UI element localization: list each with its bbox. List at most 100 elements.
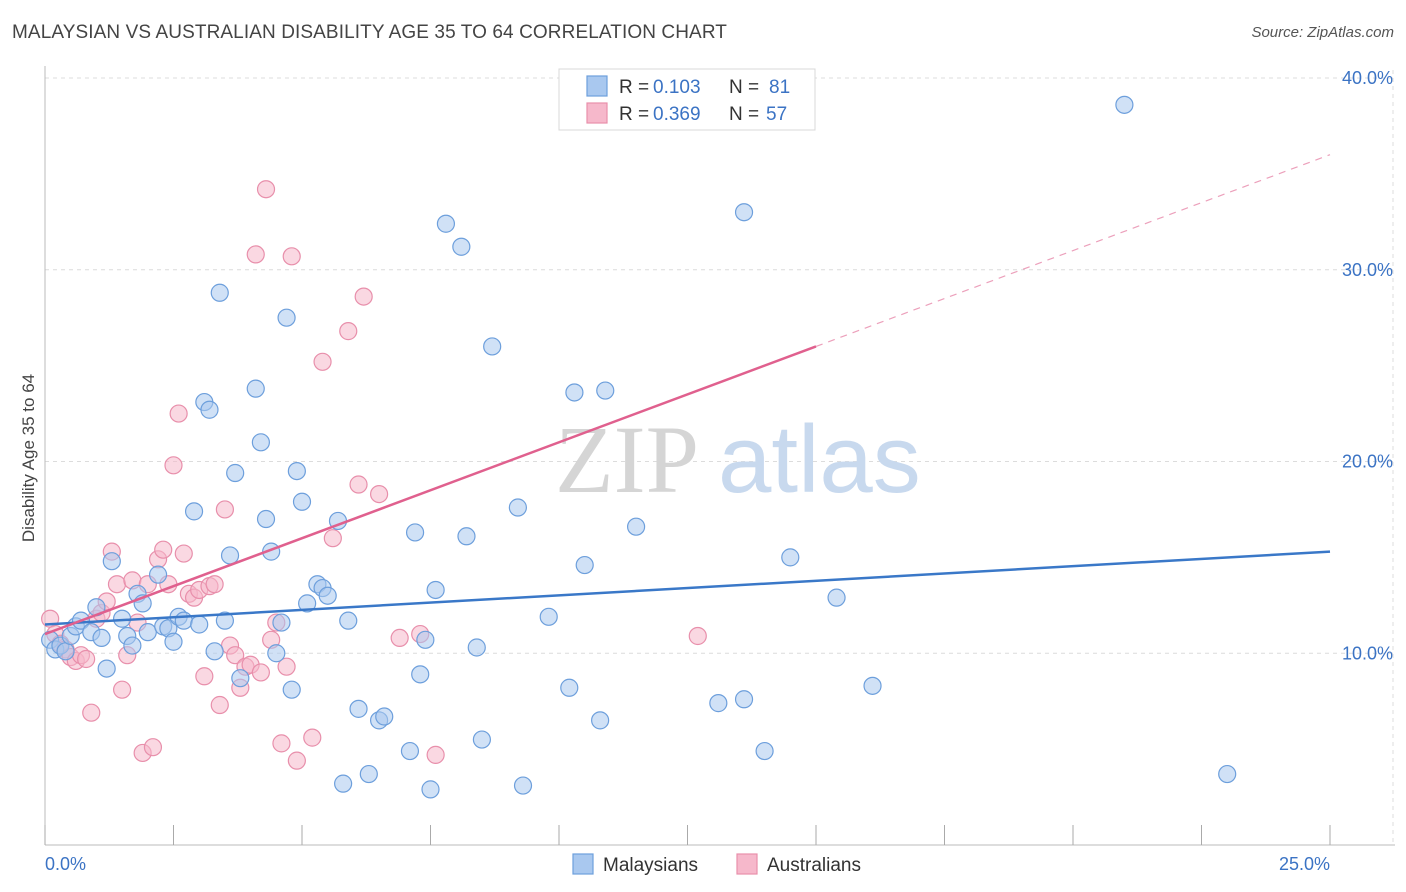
malaysian-point-10 <box>97 659 116 678</box>
australian-point-30 <box>195 667 214 686</box>
malaysian-point-39 <box>272 613 291 632</box>
malaysian-point-64 <box>467 638 486 657</box>
australian-point-7 <box>77 649 96 669</box>
legend-r-label-australians: R = <box>619 104 649 125</box>
malaysian-point-50 <box>339 611 358 630</box>
malaysian-point-57 <box>411 665 430 684</box>
malaysian-point-56 <box>405 523 425 542</box>
malaysian-point-27 <box>200 400 219 419</box>
australian-point-24 <box>164 456 183 475</box>
australian-point-41 <box>251 663 270 682</box>
australian-point-58 <box>426 745 445 764</box>
malaysian-point-42 <box>287 461 306 481</box>
malaysian-point-84 <box>781 548 800 567</box>
y-tick-label-30: 30.0% <box>1342 260 1393 280</box>
australian-point-45 <box>272 734 291 753</box>
malaysian-points <box>41 95 1237 799</box>
y-tick-label-40: 40.0% <box>1342 68 1393 88</box>
malaysian-point-25 <box>190 615 209 634</box>
malaysian-point-47 <box>318 586 337 605</box>
x-tick-label-0: 0.0% <box>45 854 86 874</box>
australian-trend-line <box>44 345 817 636</box>
australian-point-53 <box>349 475 368 494</box>
axes <box>44 66 1395 846</box>
australian-point-13 <box>107 575 127 594</box>
malaysian-point-59 <box>421 780 440 799</box>
malaysian-point-68 <box>513 776 533 795</box>
stats-legend: R = 0.103 N = 81 R = 0.369 N = 57 <box>558 68 816 131</box>
legend-swatch-malaysians <box>586 75 608 97</box>
malaysian-point-79 <box>827 588 846 607</box>
australian-point-48 <box>287 751 306 770</box>
y-tick-label-10: 10.0% <box>1342 643 1393 663</box>
legend-swatch-australians <box>586 102 608 124</box>
x-tick-label-25: 25.0% <box>1279 854 1330 874</box>
malaysian-point-18 <box>148 565 168 584</box>
malaysian-point-72 <box>575 555 594 575</box>
australian-point-49 <box>303 728 322 747</box>
malaysian-point-28 <box>205 642 224 661</box>
malaysian-point-62 <box>452 237 471 256</box>
watermark: ZIP atlas <box>555 406 921 513</box>
malaysian-point-75 <box>626 517 646 536</box>
malaysian-point-38 <box>267 644 286 663</box>
australian-point-14 <box>112 680 132 699</box>
series-legend: Malaysians Australians <box>572 853 861 876</box>
australian-point-59 <box>688 626 707 646</box>
australian-point-33 <box>210 695 229 715</box>
malaysian-point-61 <box>436 214 456 233</box>
malaysian-point-77 <box>734 690 754 709</box>
series-legend-label-malaysians: Malaysians <box>603 855 698 876</box>
malaysian-point-34 <box>246 379 265 398</box>
australian-point-40 <box>246 245 265 264</box>
malaysian-point-24 <box>184 502 204 521</box>
australian-point-34 <box>215 500 234 519</box>
malaysian-point-67 <box>508 498 527 517</box>
malaysian-point-70 <box>560 678 579 697</box>
australian-point-25 <box>169 404 188 423</box>
series-legend-label-australians: Australians <box>767 855 861 876</box>
legend-n-value-australians: 57 <box>766 104 787 125</box>
tick-labels: 0.0% 25.0% 10.0% 20.0% 30.0% 40.0% <box>45 68 1393 874</box>
australian-point-54 <box>354 287 373 306</box>
legend-n-label-malaysians: N = <box>729 77 759 98</box>
legend-r-value-malaysians: 0.103 <box>653 77 701 98</box>
malaysian-point-76 <box>709 694 728 713</box>
malaysian-point-74 <box>596 381 615 400</box>
australian-point-47 <box>282 247 301 266</box>
malaysian-point-40 <box>277 308 296 327</box>
malaysian-point-58 <box>416 630 435 649</box>
malaysian-point-31 <box>220 546 240 565</box>
malaysian-point-36 <box>256 509 276 529</box>
malaysian-point-35 <box>251 433 270 452</box>
malaysian-point-43 <box>292 492 312 511</box>
malaysian-point-49 <box>334 774 353 793</box>
malaysian-point-82 <box>1218 764 1237 784</box>
y-axis-label: Disability Age 35 to 64 <box>19 374 38 542</box>
malaysian-point-32 <box>226 463 245 483</box>
malaysian-point-44 <box>298 594 317 613</box>
series-legend-swatch-malaysians <box>572 853 594 875</box>
australian-point-55 <box>370 484 389 504</box>
y-tick-label-20: 20.0% <box>1342 452 1393 472</box>
malaysian-point-73 <box>591 711 610 730</box>
australian-point-36 <box>226 646 245 665</box>
malaysian-point-29 <box>210 283 229 302</box>
malaysian-point-78 <box>755 741 774 761</box>
malaysian-point-71 <box>565 383 584 402</box>
malaysian-point-60 <box>426 580 445 600</box>
chart-source: Source: ZipAtlas.com <box>1251 24 1394 41</box>
australian-point-22 <box>154 540 173 559</box>
malaysian-point-9 <box>92 628 111 648</box>
australian-point-32 <box>205 575 224 594</box>
australian-point-56 <box>390 628 409 648</box>
australian-point-50 <box>313 352 332 371</box>
australian-point-52 <box>339 322 358 341</box>
malaysian-point-65 <box>472 730 491 749</box>
malaysian-point-66 <box>483 337 502 356</box>
australian-point-20 <box>143 738 163 757</box>
australian-trend-extension <box>815 154 1331 348</box>
watermark-zip: ZIP <box>555 406 699 513</box>
malaysian-point-63 <box>457 527 476 546</box>
watermark-atlas: atlas <box>718 406 921 513</box>
